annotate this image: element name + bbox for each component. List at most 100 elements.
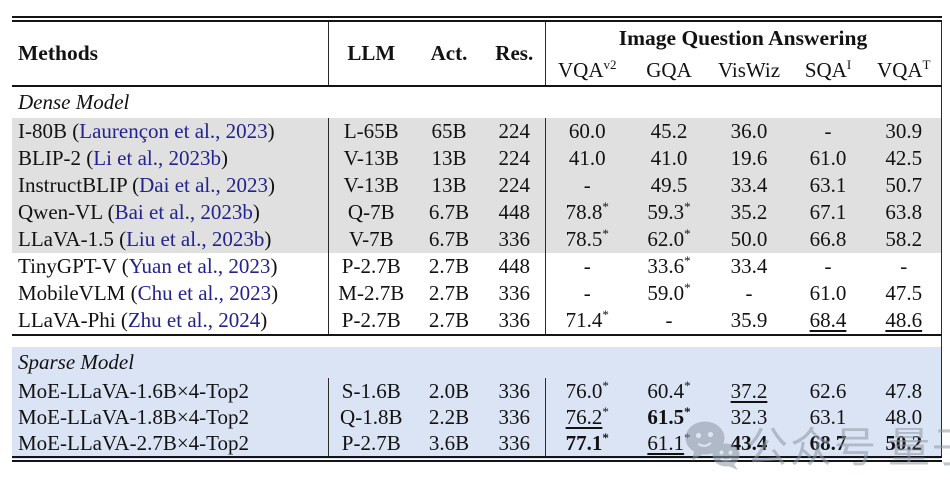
cell-metric: 43.4 bbox=[730, 430, 768, 455]
cell-method: InstructBLIP (Dai et al., 2023) bbox=[12, 172, 329, 199]
benchmark-header-row: VQAv2 GQA VisWiz SQAI VQAT bbox=[12, 55, 942, 86]
cell-metric: 49.5 bbox=[650, 173, 688, 197]
cell-metric: 33.6* bbox=[647, 253, 691, 278]
cell-metric: 61.5* bbox=[647, 403, 691, 429]
cell-metric: 78.8* bbox=[565, 199, 609, 224]
cell-method: BLIP-2 (Li et al., 2023b) bbox=[12, 145, 329, 172]
cell-metric: 19.6 bbox=[730, 146, 768, 170]
cell-res: 224 bbox=[484, 145, 546, 172]
cell-llm: P-2.7B bbox=[341, 430, 401, 455]
benchmark-table-wrapper: Methods LLM Act. Res. Image Question Ans… bbox=[12, 16, 942, 462]
citation-link[interactable]: Chu et al., 2023 bbox=[137, 281, 272, 305]
citation-link[interactable]: Liu et al., 2023b bbox=[126, 227, 265, 251]
cell-llm: L-65B bbox=[343, 119, 399, 143]
col-header-sqai: SQAI bbox=[804, 56, 852, 82]
cell-metric: 61.0 bbox=[809, 281, 847, 305]
cell-res: 336 bbox=[484, 430, 546, 459]
cell-method: Qwen-VL (Bai et al., 2023b) bbox=[12, 199, 329, 226]
cell-metric: 62.0* bbox=[647, 226, 691, 251]
cell-res: 336 bbox=[484, 280, 546, 307]
cell-res: 224 bbox=[484, 172, 546, 199]
citation-link[interactable]: Dai et al., 2023 bbox=[139, 173, 269, 197]
citation-link[interactable]: Bai et al., 2023b bbox=[114, 200, 253, 224]
cell-metric: - bbox=[824, 119, 832, 143]
cell-llm: Q-1.8B bbox=[340, 404, 403, 429]
table-row: MoE-LLaVA-1.8B×4-Top2 Q-1.8B 2.2B 336 76.2* 6… bbox=[12, 403, 942, 430]
cell-metric: 45.2 bbox=[650, 119, 688, 143]
cell-metric: 47.5 bbox=[867, 280, 942, 307]
table-row: MobileVLM (Chu et al., 2023) M-2.7B 2.7B 33… bbox=[12, 280, 942, 307]
cell-metric: 50.2 bbox=[867, 430, 942, 459]
col-header-group: Image Question Answering bbox=[545, 19, 942, 55]
cell-metric: 32.3 bbox=[730, 404, 768, 429]
cell-res: 448 bbox=[484, 199, 546, 226]
cell-metric: 50.7 bbox=[867, 172, 942, 199]
cell-metric: 63.1 bbox=[809, 404, 847, 429]
cell-metric: 63.1 bbox=[809, 173, 847, 197]
cell-metric: 62.6 bbox=[809, 378, 847, 403]
table-body: Dense Model I-80B (Laurençon et al., 2023… bbox=[12, 86, 942, 459]
cell-res: 224 bbox=[484, 118, 546, 145]
cell-method: LLaVA-1.5 (Liu et al., 2023b) bbox=[12, 226, 329, 253]
cell-metric: 30.9 bbox=[867, 118, 942, 145]
cell-metric: 61.0 bbox=[809, 146, 847, 170]
cell-act: 3.6B bbox=[428, 430, 470, 455]
table-row: MoE-LLaVA-2.7B×4-Top2 P-2.7B 3.6B 336 77.1* 6… bbox=[12, 429, 942, 459]
section-label: Dense Model bbox=[12, 86, 942, 118]
citation-link[interactable]: Li et al., 2023b bbox=[93, 146, 221, 170]
cell-metric: 41.0 bbox=[650, 146, 688, 170]
cell-res: 448 bbox=[484, 253, 546, 280]
cell-llm: V-7B bbox=[348, 227, 394, 251]
cell-metric: 33.4 bbox=[730, 173, 768, 197]
cell-metric: 63.8 bbox=[867, 199, 942, 226]
cell-method: MobileVLM (Chu et al., 2023) bbox=[12, 280, 329, 307]
cell-metric: 48.0 bbox=[867, 404, 942, 430]
table-row: InstructBLIP (Dai et al., 2023) V-13B 13B 2… bbox=[12, 172, 942, 199]
cell-metric: 58.2 bbox=[867, 226, 942, 253]
cell-llm: Q-7B bbox=[347, 200, 395, 224]
cell-metric: 48.6 bbox=[867, 307, 942, 335]
cell-act: 6.7B bbox=[428, 227, 470, 251]
cell-metric: 61.1* bbox=[647, 429, 691, 455]
cell-llm: S-1.6B bbox=[341, 378, 401, 403]
citation-link[interactable]: Yuan et al., 2023 bbox=[128, 254, 271, 278]
benchmark-table: Methods LLM Act. Res. Image Question Ans… bbox=[12, 16, 942, 462]
table-row: BLIP-2 (Li et al., 2023b) V-13B 13B 224 41.0… bbox=[12, 145, 942, 172]
citation-link[interactable]: Laurençon et al., 2023 bbox=[79, 119, 268, 143]
cell-metric: 76.0* bbox=[565, 377, 609, 403]
col-header-vqav2: VQAv2 bbox=[557, 56, 617, 82]
cell-res: 336 bbox=[484, 226, 546, 253]
col-header-viswiz: VisWiz bbox=[717, 57, 781, 82]
col-header-gqa: GQA bbox=[646, 57, 692, 82]
table-row: Qwen-VL (Bai et al., 2023b) Q-7B 6.7B 448 78… bbox=[12, 199, 942, 226]
cell-act: 2.7B bbox=[428, 254, 470, 278]
cell-act: 2.2B bbox=[428, 404, 470, 429]
table-row: TinyGPT-V (Yuan et al., 2023) P-2.7B 2.7B 4… bbox=[12, 253, 942, 280]
cell-method: TinyGPT-V (Yuan et al., 2023) bbox=[12, 253, 329, 280]
cell-llm: P-2.7B bbox=[341, 308, 401, 332]
cell-metric: 35.2 bbox=[730, 200, 768, 224]
cell-metric: 33.4 bbox=[730, 254, 768, 278]
citation-link[interactable]: Zhu et al., 2024 bbox=[127, 308, 261, 332]
cell-metric: 60.4* bbox=[647, 377, 691, 403]
cell-metric: 59.3* bbox=[647, 199, 691, 224]
table-row: LLaVA-Phi (Zhu et al., 2024) P-2.7B 2.7B 33… bbox=[12, 307, 942, 335]
cell-act: 65B bbox=[431, 119, 467, 143]
cell-metric: 66.8 bbox=[809, 227, 847, 251]
cell-metric: - bbox=[867, 253, 942, 280]
col-header-vqat: VQAT bbox=[867, 55, 942, 86]
cell-metric: 68.7 bbox=[809, 430, 847, 455]
cell-res: 336 bbox=[484, 307, 546, 335]
section-label: Sparse Model bbox=[12, 347, 942, 378]
cell-act: 2.7B bbox=[428, 281, 470, 305]
cell-metric: 47.8 bbox=[867, 378, 942, 404]
cell-method: LLaVA-Phi (Zhu et al., 2024) bbox=[12, 307, 329, 335]
cell-act: 6.7B bbox=[428, 200, 470, 224]
col-header-llm: LLM bbox=[347, 41, 396, 65]
cell-method: MoE-LLaVA-2.7B×4-Top2 bbox=[12, 430, 329, 459]
cell-metric: - bbox=[665, 308, 673, 332]
cell-llm: P-2.7B bbox=[341, 254, 401, 278]
cell-method: I-80B (Laurençon et al., 2023) bbox=[12, 118, 329, 145]
cell-metric: - bbox=[745, 281, 753, 305]
table-header: Methods LLM Act. Res. Image Question Ans… bbox=[12, 19, 942, 86]
